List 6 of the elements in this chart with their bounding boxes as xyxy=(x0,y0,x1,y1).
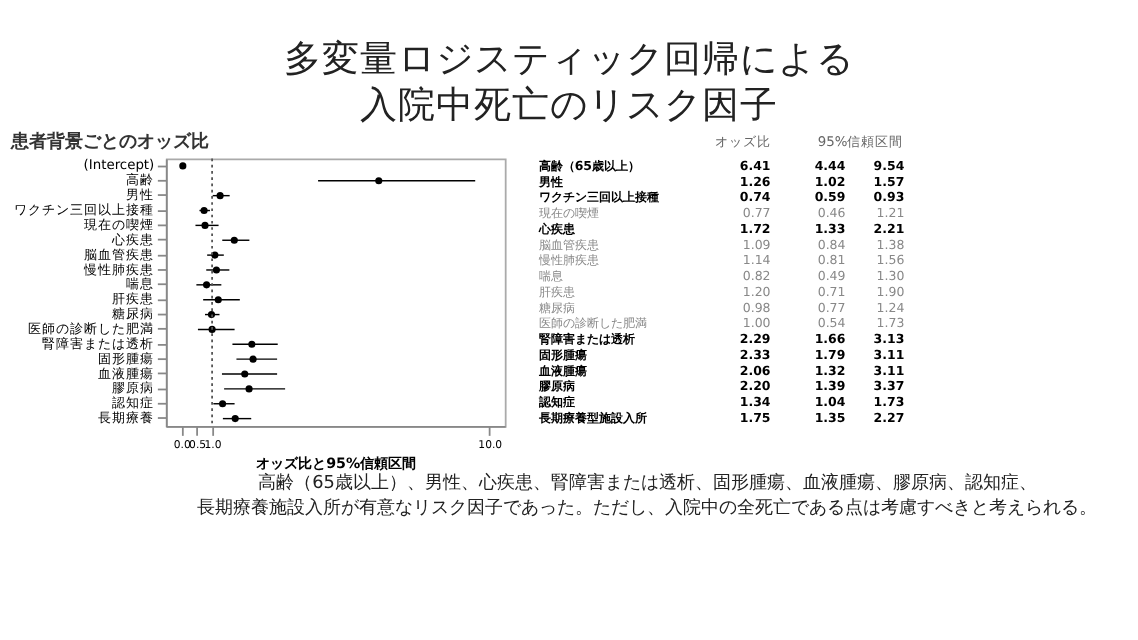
text: 高齢（65歳以上）、男性、心疾患、腎障害または透析、固形腫瘍、血液腫瘍、膠原病、認知症、 xyxy=(258,472,1037,495)
chart-title: 多変量ロジスティック回帰による入院中死亡のリスク因子 xyxy=(284,37,855,128)
chart-subtitle: 患者背景ごとのオッズ比 xyxy=(8,130,209,153)
text: 長期療養施設入所が有意なリスク因子であった。ただし、入院中の全死亡である点は考慮すべきと考えられる。 xyxy=(197,497,1098,520)
x-axis-title: オッズ比と95%信頼区間 xyxy=(256,453,417,472)
point xyxy=(179,162,187,170)
